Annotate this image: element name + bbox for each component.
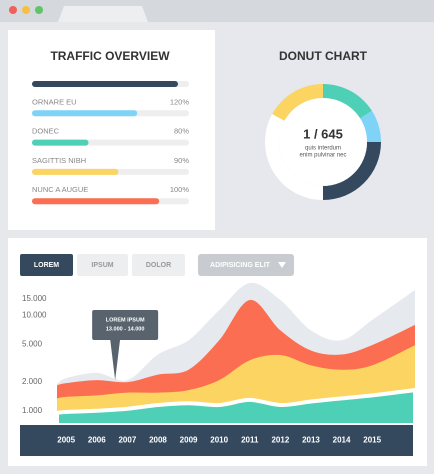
- donut-hole: [279, 98, 367, 186]
- tooltip: [92, 310, 159, 340]
- tab-label[interactable]: IPSUM: [91, 262, 113, 269]
- tooltip-text: 13.000 - 14.000: [106, 326, 145, 332]
- x-tick-label: 2006: [88, 436, 106, 445]
- area: [55, 387, 417, 427]
- bar: [32, 168, 119, 175]
- donut-segment: [323, 84, 372, 119]
- chart-title: DONUT CHART: [279, 49, 368, 63]
- bar-figure: 100%: [170, 185, 190, 194]
- tab[interactable]: [132, 254, 185, 276]
- y-tick-label: 10.000: [22, 311, 47, 320]
- bar: [32, 198, 160, 205]
- tooltip-pointer: [110, 339, 121, 381]
- area-plot: [55, 282, 417, 427]
- bar-label: DONEC: [32, 127, 60, 136]
- bar-figure: 80%: [174, 127, 189, 136]
- y-tick-label: 5.000: [22, 339, 43, 348]
- x-tick-label: 2012: [271, 436, 289, 445]
- donut-center-text: 1 / 645: [303, 126, 343, 141]
- x-tick-label: 2008: [149, 436, 167, 445]
- bar-label: SAGITTIS NIBH: [32, 156, 86, 165]
- bar-figure: 90%: [174, 156, 189, 165]
- bar: [32, 110, 138, 117]
- x-tick-label: 2013: [302, 436, 320, 445]
- tab-label[interactable]: LOREM: [34, 262, 59, 269]
- chart-title: TRAFFIC OVERVIEW: [50, 49, 170, 63]
- tooltip-text: LOREM IPSUM: [106, 317, 145, 323]
- x-tick-label: 2007: [118, 436, 136, 445]
- tab-label[interactable]: DOLOR: [146, 262, 171, 269]
- donut-center-text: quis interdum: [305, 146, 341, 152]
- tab[interactable]: [20, 254, 73, 276]
- donut-center-text: enim pulvinar nec: [299, 153, 346, 159]
- donut-segment: [360, 110, 381, 142]
- bar: [32, 139, 89, 146]
- bar: [32, 81, 179, 87]
- tab[interactable]: [77, 254, 128, 276]
- dropdown-arrow: [278, 262, 286, 268]
- x-tick-label: 2009: [180, 436, 198, 445]
- x-tick-label: 2015: [363, 436, 381, 445]
- dropdown[interactable]: [198, 254, 294, 276]
- panel: [8, 30, 215, 230]
- donut-segment: [323, 142, 381, 200]
- donut-segment: [264, 114, 323, 200]
- y-tick-label: 2.000: [22, 377, 43, 386]
- x-tick-label: 2011: [241, 436, 259, 445]
- y-tick-label: 1.000: [22, 406, 43, 415]
- window-dot: [9, 6, 17, 14]
- donut-segment: [272, 83, 323, 121]
- bar-label: NUNC A AUGUE: [32, 185, 88, 194]
- window-dot: [22, 6, 30, 14]
- x-tick-label: 2005: [57, 436, 75, 445]
- bar-label: ORNARE EU: [32, 97, 77, 106]
- x-tick-label: 2014: [333, 436, 351, 445]
- dropdown-label[interactable]: ADIPISICING ELIT: [210, 262, 271, 269]
- window-dot: [35, 6, 43, 14]
- y-tick-label: 15.000: [22, 294, 47, 303]
- x-tick-label: 2010: [210, 436, 228, 445]
- bar-figure: 120%: [170, 97, 190, 106]
- x-axis-band: [20, 425, 413, 456]
- browser-tab: [58, 6, 148, 22]
